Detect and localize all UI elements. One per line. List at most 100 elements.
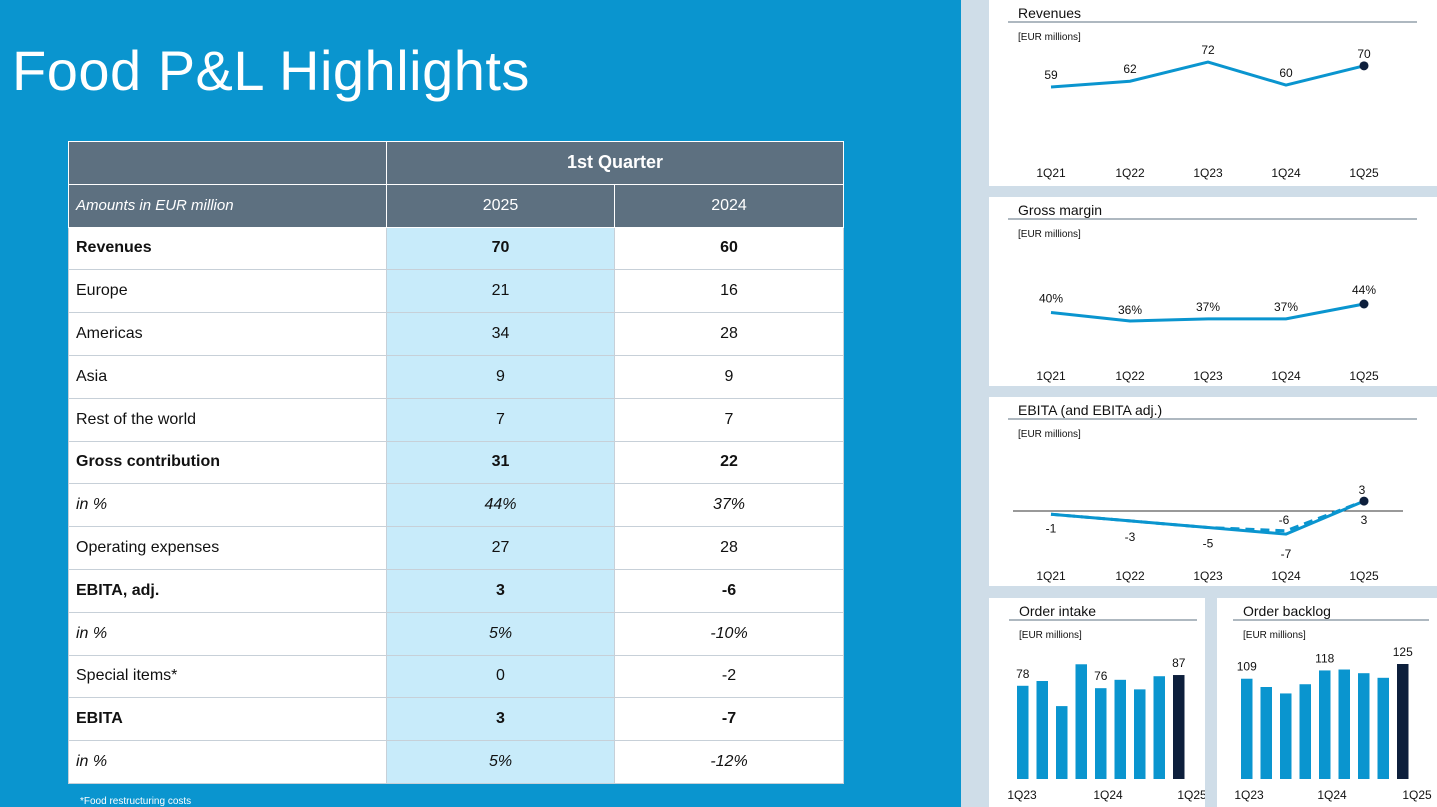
bar-latest [1397, 664, 1409, 779]
order-intake-chart: Order intake [EUR millions] 78 76 87 1Q23 1Q24… [1007, 603, 1205, 802]
data-label: 72 [1201, 43, 1215, 57]
series-line [1050, 302, 1365, 323]
chart-unit: [EUR millions] [1243, 630, 1306, 641]
x-tick-label: 1Q25 [1349, 569, 1379, 583]
last-point-marker [1359, 61, 1369, 71]
data-label: 37% [1274, 300, 1298, 314]
chart-title: Gross margin [1018, 202, 1102, 218]
row-label: Operating expenses [68, 526, 387, 570]
bar [1134, 689, 1146, 779]
data-label: 109 [1237, 660, 1257, 674]
data-label: 78 [1016, 667, 1030, 681]
value-2024: -10% [613, 611, 845, 656]
series-line [1050, 60, 1365, 89]
bar [1260, 687, 1272, 779]
x-tick-label: 1Q24 [1271, 369, 1301, 383]
data-label: 59 [1044, 68, 1058, 82]
data-label: 3 [1361, 513, 1368, 527]
x-tick-label: 1Q24 [1271, 569, 1301, 583]
data-label: -7 [1281, 547, 1292, 561]
value-2025: 27 [386, 526, 615, 570]
value-2024: 37% [613, 483, 845, 528]
table-row: Special items* 0 -2 [68, 654, 845, 699]
table-row: in % 44% 37% [68, 483, 845, 528]
data-label: 40% [1039, 292, 1063, 306]
table-row: in % 5% -12% [68, 740, 845, 784]
x-tick-label: 1Q22 [1115, 166, 1145, 180]
bar [1338, 669, 1350, 779]
value-2024: 28 [613, 312, 845, 356]
header-amounts: Amounts in EUR million [68, 183, 387, 228]
row-label: Americas [68, 312, 387, 356]
chart-title: Order backlog [1243, 603, 1331, 619]
data-label: 70 [1357, 47, 1371, 61]
value-2025: 31 [386, 440, 615, 485]
value-2025: 34 [386, 312, 615, 356]
bar [1095, 688, 1107, 779]
value-2025: 9 [386, 354, 615, 399]
ebita-panel: EBITA (and EBITA adj.) [EUR millions] -1 -3… [989, 397, 1437, 586]
table-row: in % 5% -10% [68, 611, 845, 656]
value-2024: -12% [613, 740, 845, 784]
x-tick-label: 1Q23 [1007, 788, 1037, 802]
footnote: *Food restructuring costs [80, 796, 192, 807]
revenues-chart: Revenues [EUR millions] 59 62 72 60 70 1Q21 1Q22… [1008, 5, 1417, 180]
order-backlog-panel: Order backlog [EUR millions] 109 118 125 1Q23… [1217, 598, 1437, 807]
x-tick-label: 1Q25 [1349, 369, 1379, 383]
chart-title: Order intake [1019, 603, 1096, 619]
data-label: -3 [1125, 530, 1136, 544]
x-tick-label: 1Q22 [1115, 569, 1145, 583]
bar [1056, 706, 1068, 779]
data-label-adj: 3 [1359, 483, 1366, 497]
data-label: 36% [1118, 303, 1142, 317]
value-2025: 44% [386, 483, 615, 528]
bar [1319, 670, 1331, 779]
value-2024: 16 [613, 269, 845, 314]
value-2024: 60 [613, 226, 845, 271]
x-tick-label: 1Q23 [1193, 166, 1223, 180]
x-tick-label: 1Q25 [1177, 788, 1205, 802]
value-2024: 28 [613, 526, 845, 570]
data-label: 44% [1352, 283, 1376, 297]
value-2025: 70 [386, 226, 615, 271]
value-2024: -6 [613, 568, 845, 613]
bar [1075, 664, 1087, 779]
pl-table: 1st Quarter Amounts in EUR million 2025 … [68, 141, 845, 784]
value-2024: -7 [613, 697, 845, 742]
x-tick-label: 1Q21 [1036, 569, 1066, 583]
row-label: in % [68, 611, 387, 656]
header-empty [68, 141, 387, 185]
value-2024: 9 [613, 354, 845, 399]
row-label: Revenues [68, 226, 387, 271]
row-label: EBITA, adj. [68, 568, 387, 613]
table-row: EBITA, adj. 3 -6 [68, 568, 845, 613]
row-label: Rest of the world [68, 397, 387, 442]
x-tick-label: 1Q23 [1193, 569, 1223, 583]
bar-latest [1173, 675, 1185, 779]
gross-margin-panel: Gross margin [EUR millions] 40% 36% 37% 37% 44… [989, 197, 1437, 386]
table-row: Rest of the world 7 7 [68, 397, 845, 442]
table-row: Asia 9 9 [68, 354, 845, 399]
chart-title: EBITA (and EBITA adj.) [1018, 402, 1162, 418]
bar [1241, 678, 1253, 779]
data-label: -1 [1046, 521, 1057, 535]
data-label: 125 [1393, 645, 1413, 659]
row-label: Gross contribution [68, 440, 387, 485]
value-2025: 5% [386, 740, 615, 784]
data-label: 60 [1279, 66, 1293, 80]
value-2024: 7 [613, 397, 845, 442]
chart-unit: [EUR millions] [1018, 32, 1081, 43]
page-title: Food P&L Highlights [12, 39, 530, 102]
content-area: Food P&L Highlights 1st Quarter Amounts … [0, 0, 961, 807]
row-label: EBITA [68, 697, 387, 742]
bar [1017, 685, 1029, 779]
bar [1358, 673, 1370, 779]
table-row: Americas 34 28 [68, 312, 845, 356]
table-row: Gross contribution 31 22 [68, 440, 845, 485]
x-tick-label: 1Q24 [1317, 788, 1347, 802]
value-2025: 3 [386, 697, 615, 742]
value-2025: 21 [386, 269, 615, 314]
pl-table-body: Revenues 70 60 Europe 21 16 Americas 34 28 Asia 9 9… [68, 226, 845, 784]
ebita-chart: EBITA (and EBITA adj.) [EUR millions] -1 -3… [1008, 402, 1417, 583]
x-tick-label: 1Q23 [1193, 369, 1223, 383]
